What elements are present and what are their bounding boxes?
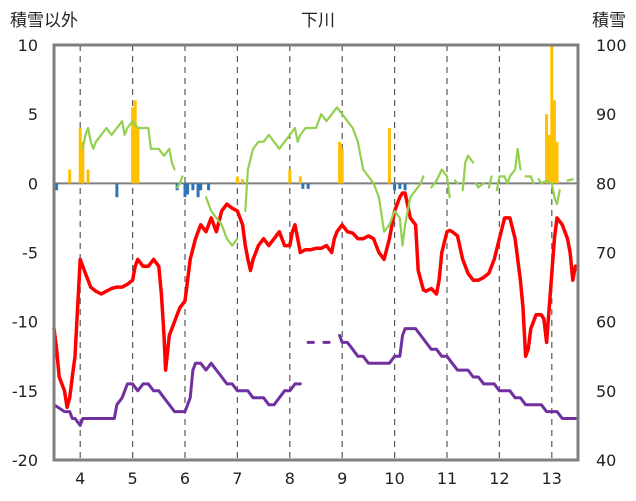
series-2-seg-0 — [52, 361, 302, 427]
bar-blue-0 — [55, 183, 59, 191]
x-tick-7: 11 — [437, 469, 457, 488]
bar-blue-11 — [393, 183, 397, 191]
series-1-seg-6 — [461, 154, 475, 192]
y-left-tick-3: -5 — [22, 244, 38, 263]
series-1-seg-5 — [453, 179, 459, 185]
chart-title: 下川 — [301, 11, 335, 31]
series-1-seg-8 — [487, 175, 493, 189]
lines-group — [52, 106, 580, 427]
bar-orange-7 — [235, 176, 239, 184]
series-1-seg-9 — [495, 147, 522, 192]
x-tick-1: 5 — [128, 469, 138, 488]
x-tick-6: 10 — [384, 469, 404, 488]
bar-orange-10 — [298, 176, 302, 184]
bar-blue-8 — [207, 183, 211, 191]
bar-blue-4 — [186, 183, 190, 195]
bar-orange-11 — [338, 141, 342, 184]
series-0-line — [52, 191, 580, 410]
series-1-seg-1 — [176, 175, 184, 189]
bar-blue-12 — [398, 183, 402, 189]
bar-blue-13 — [403, 183, 407, 191]
bar-blue-7 — [199, 183, 203, 191]
plot-frame — [52, 43, 580, 462]
series-2-seg-3 — [338, 327, 580, 420]
bar-orange-15 — [547, 134, 551, 184]
bar-blue-10 — [306, 183, 310, 189]
bar-orange-5 — [133, 100, 137, 184]
y-right-tick-3: 70 — [596, 244, 616, 263]
x-tick-4: 8 — [285, 469, 295, 488]
series-1-seg-7 — [474, 182, 485, 189]
bar-orange-12 — [340, 148, 344, 184]
x-tick-8: 12 — [489, 469, 509, 488]
series-1-seg-3 — [244, 106, 425, 247]
y-right-tick-1: 90 — [596, 105, 616, 124]
series-1-seg-10 — [524, 175, 535, 185]
series-1-seg-11 — [537, 178, 561, 206]
y-right-tick-4: 60 — [596, 313, 616, 332]
bar-orange-3 — [68, 169, 72, 184]
bar-orange-9 — [288, 169, 292, 184]
bar-blue-9 — [301, 183, 305, 189]
series-1-seg-12 — [566, 178, 574, 182]
series-1-seg-4 — [430, 168, 451, 199]
bar-orange-18 — [555, 141, 559, 184]
right-axis-title: 積雪 — [592, 11, 626, 31]
series-1-seg-0 — [81, 120, 176, 171]
y-right-tick-6: 40 — [596, 451, 616, 470]
bar-blue-6 — [196, 183, 200, 198]
bar-orange-13 — [387, 128, 391, 184]
y-right-tick-2: 80 — [596, 174, 616, 193]
y-left-tick-6: -20 — [12, 451, 38, 470]
bar-orange-14 — [545, 114, 549, 184]
bar-orange-0 — [78, 128, 82, 184]
x-tick-3: 7 — [232, 469, 242, 488]
y-right-tick-0: 100 — [596, 36, 627, 55]
bar-orange-6 — [136, 128, 140, 184]
bar-blue-3 — [183, 183, 187, 198]
bar-orange-1 — [81, 141, 85, 184]
x-tick-9: 13 — [542, 469, 562, 488]
y-left-tick-2: 0 — [28, 174, 38, 193]
bar-orange-16 — [550, 45, 554, 184]
bar-orange-2 — [86, 169, 90, 184]
series-1-seg-2 — [204, 196, 239, 247]
y-right-tick-5: 50 — [596, 382, 616, 401]
y-left-tick-1: 5 — [28, 105, 38, 124]
left-axis-title: 積雪以外 — [10, 11, 78, 31]
bar-orange-17 — [552, 100, 556, 184]
y-left-tick-5: -15 — [12, 382, 38, 401]
y-left-tick-4: -10 — [12, 313, 38, 332]
bar-orange-4 — [131, 107, 135, 184]
bar-blue-5 — [191, 183, 195, 191]
bars-group — [55, 45, 559, 198]
bar-orange-8 — [241, 179, 245, 184]
x-tick-2: 6 — [180, 469, 190, 488]
x-tick-0: 4 — [75, 469, 85, 488]
y-left-tick-0: 10 — [18, 36, 38, 55]
x-tick-5: 9 — [337, 469, 347, 488]
bar-blue-1 — [115, 183, 119, 198]
